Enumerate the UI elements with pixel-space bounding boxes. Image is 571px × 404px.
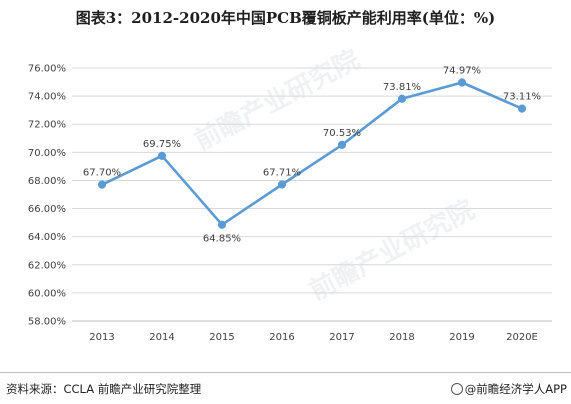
y-tick-label: 68.00%: [28, 176, 66, 187]
line-chart: 58.00% 60.00% 62.00% 64.00% 66.00% 68.00% 70.0…: [28, 64, 552, 343]
x-tick-label: 2016: [269, 332, 294, 343]
y-tick-label: 72.00%: [28, 120, 66, 131]
brand-logo-icon: [450, 383, 463, 395]
brand-attribution: @前瞻经济学人APP: [450, 381, 567, 397]
data-point: [337, 140, 347, 149]
data-label: 64.85%: [203, 234, 241, 245]
y-tick-label: 66.00%: [28, 204, 66, 215]
data-label: 73.81%: [383, 82, 421, 93]
y-tick-label: 62.00%: [28, 260, 66, 271]
x-tick-label: 2019: [449, 332, 474, 343]
data-point: [217, 220, 227, 229]
data-point: [397, 94, 407, 103]
data-point: [157, 151, 167, 160]
data-label: 69.75%: [143, 139, 181, 150]
data-point: [517, 104, 527, 113]
data-point: [457, 78, 467, 87]
x-tick-label: 2020E: [506, 332, 538, 343]
data-label: 73.11%: [503, 92, 541, 103]
y-tick-label: 74.00%: [28, 92, 66, 103]
y-tick-label: 64.00%: [28, 232, 66, 243]
y-tick-label: 60.00%: [28, 288, 66, 299]
data-label: 67.70%: [83, 168, 121, 179]
x-tick-label: 2017: [329, 332, 354, 343]
data-label: 67.71%: [263, 168, 301, 179]
x-tick-label: 2015: [209, 332, 234, 343]
y-tick-label: 58.00%: [28, 317, 66, 328]
data-point: [97, 180, 107, 189]
chart-title: 图表3：2012-2020年中国PCB覆铜板产能利用率(单位：%): [75, 9, 496, 27]
brand-text: @前瞻经济学人APP: [464, 382, 567, 396]
footer: 资料来源：CCLA 前瞻产业研究院整理 @前瞻经济学人APP: [0, 372, 571, 403]
x-tick-label: 2013: [89, 332, 114, 343]
data-label: 70.53%: [323, 128, 361, 139]
x-tick-label: 2018: [389, 332, 414, 343]
series-line: [101, 81, 523, 226]
y-tick-label: 76.00%: [28, 64, 66, 75]
x-tick-label: 2014: [149, 332, 174, 343]
data-label: 74.97%: [443, 65, 481, 76]
source-note: 资料来源：CCLA 前瞻产业研究院整理: [6, 382, 202, 396]
y-tick-label: 70.00%: [28, 148, 66, 159]
data-point: [277, 180, 287, 189]
